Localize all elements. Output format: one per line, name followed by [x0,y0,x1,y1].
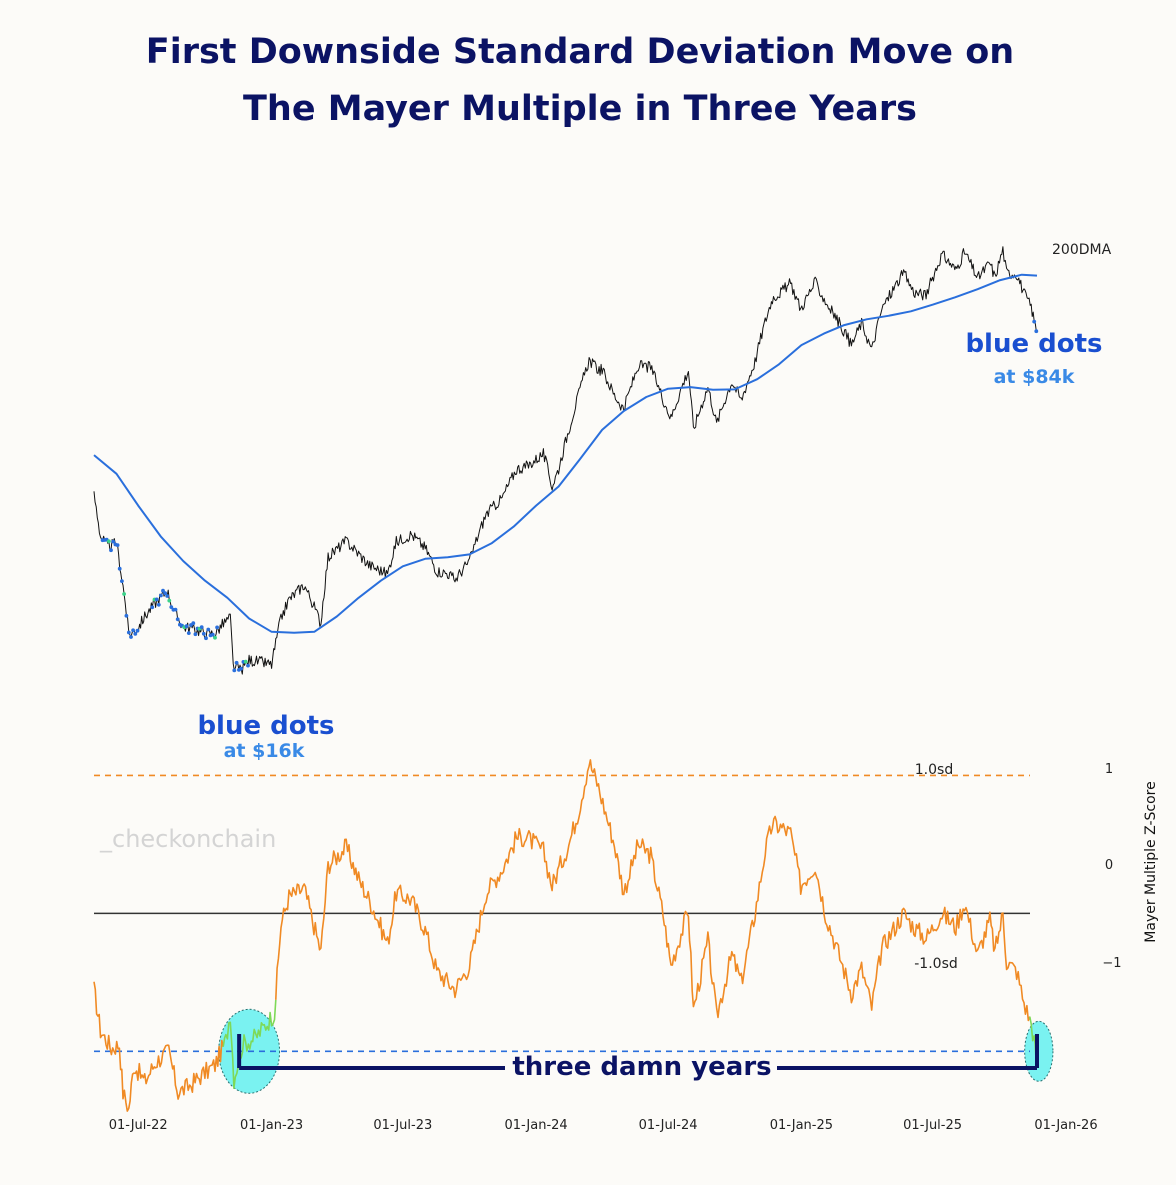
blue-dot-13 [129,635,133,639]
blue-dot-23 [163,591,168,596]
blue-dot-9 [120,579,124,583]
blue-dot-17 [150,605,155,610]
blue-dot-48 [232,668,237,673]
x-tick-label-4: 01-Jul-24 [639,1118,698,1133]
sd-label-plus-1: 1.0sd [915,762,953,778]
bracket [237,1034,1039,1070]
blue-dot-20 [156,602,161,607]
blue-dot-53 [243,659,248,664]
blue-dot-29 [175,617,180,622]
x-tick-label-0: 01-Jul-22 [109,1118,168,1133]
dma-line [93,273,1038,634]
sd-reference-lines [94,774,1030,1053]
dma-series [93,273,1038,634]
price-series [93,246,1037,675]
blue-dot-10 [122,592,126,596]
blue-dot-34 [186,631,191,635]
blue-dot-45 [210,632,215,637]
y-tick-minus-1: −1 [1102,956,1121,971]
x-tick-label-3: 01-Jan-24 [504,1118,567,1133]
x-axis-ticks: 01-Jul-22 01-Jan-23 01-Jul-23 01-Jan-24 01-J… [109,1118,1098,1133]
annotation-low-sub: at $16k [224,740,305,762]
blue-dot-26 [169,605,174,609]
blue-dot-22 [161,588,165,593]
annotation-low-title: blue dots [197,711,334,741]
blue-dot-8 [117,566,122,571]
blue-dot-47 [215,625,220,630]
blue-dot-51 [239,666,244,671]
sd-label-minus-1: -1.0sd [914,956,958,972]
x-tick-label-1: 01-Jan-23 [240,1118,303,1133]
zscore-line-segment-1 [222,999,277,1089]
blue-dot-markers [100,319,1039,673]
x-tick-label-6: 01-Jul-25 [903,1118,962,1133]
bracket-label: three damn years [512,1052,771,1082]
zscore-line-segment-0 [93,981,224,1112]
blue-dot-14 [131,628,136,633]
blue-dot-46 [213,635,217,640]
blue-dot-4 [109,548,113,553]
price-line [93,246,1037,675]
chart-title-line-1: First Downside Standard Deviation Move o… [146,32,1014,72]
annotation-high-title: blue dots [965,329,1102,359]
zscore-series [93,759,1038,1112]
blue-dot-33 [184,624,189,629]
blue-dot-36 [191,621,196,626]
blue-dot-12 [126,630,131,635]
annotation-high-sub: at $84k [994,366,1075,388]
dma-series-label: 200DMA [1052,242,1112,258]
blue-dot-25 [167,598,172,603]
blue-dot-24 [165,594,170,598]
blue-dot-7 [115,543,120,547]
blue-dot-49 [234,660,239,665]
y-axis-title: Mayer Multiple Z-Score [1143,781,1159,942]
x-tick-label-2: 01-Jul-23 [373,1118,432,1133]
blue-dot-43 [206,627,211,632]
blue-dot-55 [1032,319,1037,324]
blue-dot-21 [159,593,163,598]
blue-dot-37 [193,632,198,637]
blue-dot-19 [154,597,159,602]
x-tick-label-7: 01-Jan-26 [1034,1118,1097,1133]
blue-dot-11 [124,613,129,618]
blue-dot-28 [173,607,178,612]
zscore-line-segment-2 [275,759,1031,1022]
blue-dot-40 [199,625,204,629]
y-tick-0: 0 [1105,858,1113,873]
blue-dot-56 [1034,329,1039,334]
blue-dot-41 [201,631,206,636]
watermark: _checkonchain [99,825,276,853]
x-tick-label-5: 01-Jan-25 [770,1118,833,1133]
blue-dot-5 [111,539,116,544]
blue-dot-16 [135,628,140,633]
chart-title-line-2: The Mayer Multiple in Three Years [243,89,917,129]
blue-dot-54 [246,663,250,668]
y-tick-1: 1 [1105,762,1113,777]
blue-dot-42 [204,636,208,641]
blue-dot-15 [133,632,138,636]
blue-dot-3 [107,539,111,544]
